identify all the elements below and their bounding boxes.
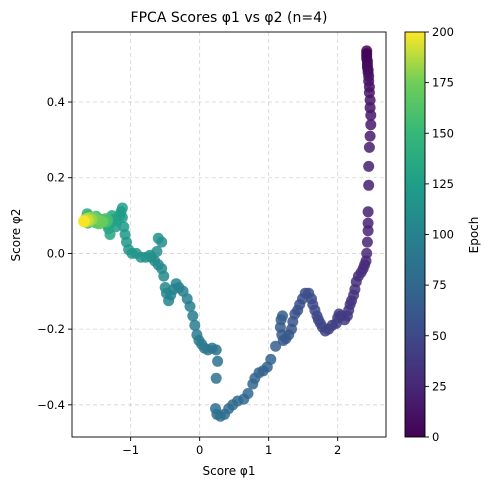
y-tick-label: 0.2	[47, 171, 65, 185]
x-tick-label: 1	[265, 443, 272, 457]
scatter-point	[362, 225, 374, 237]
y-tick-label: −0.4	[37, 398, 65, 412]
colorbar-tick-label: 75	[432, 278, 447, 292]
scatter-point	[270, 340, 282, 352]
colorbar-tick-label: 25	[432, 379, 447, 393]
scatter-point	[210, 403, 221, 415]
x-axis-label: Score φ1	[203, 464, 256, 478]
chart-title: FPCA Scores φ1 vs φ2 (n=4)	[131, 10, 328, 26]
scatter-point	[364, 94, 376, 106]
scatter-point	[159, 282, 171, 293]
x-tick-label: −1	[122, 443, 139, 457]
colorbar-tick-label: 200	[432, 25, 454, 39]
colorbar-tick-label: 125	[432, 177, 454, 191]
scatter-point	[104, 229, 116, 240]
scatter-point	[247, 378, 259, 390]
scatter-point	[152, 232, 164, 244]
y-tick-label: 0.4	[47, 95, 65, 109]
x-axis: −1 0 1 2	[122, 437, 341, 457]
colorbar-tick-label: 150	[432, 126, 454, 140]
scatter-point	[364, 130, 376, 142]
scatter-point	[365, 109, 377, 121]
scatter-point	[363, 160, 375, 172]
scatter-point	[362, 217, 374, 229]
scatter-point	[363, 141, 375, 153]
colorbar-tick-label: 100	[432, 228, 454, 242]
scatter-point	[277, 310, 288, 322]
scatter-point	[187, 310, 199, 322]
y-tick-label: −0.2	[37, 322, 65, 336]
colorbar	[405, 32, 425, 437]
scatter-points	[78, 45, 377, 422]
scatter-point	[365, 119, 377, 131]
grid-lines	[72, 32, 386, 437]
scatter-point	[78, 215, 90, 227]
scatter-point	[210, 372, 222, 384]
colorbar-tick-label: 175	[432, 76, 454, 90]
scatter-point	[361, 236, 373, 248]
colorbar-tick-label: 50	[432, 329, 447, 343]
y-axis: −0.4 −0.2 0.0 0.2 0.4	[37, 95, 72, 412]
plot-area-frame	[71, 31, 387, 438]
colorbar-ticks: 0 25 50 75 100 125 150 175 200	[425, 25, 454, 444]
scatter-point	[189, 319, 201, 331]
y-axis-label: Score φ2	[9, 209, 23, 262]
y-tick-label: 0.0	[47, 246, 65, 260]
scatter-point	[362, 206, 374, 218]
colorbar-tick-label: 0	[432, 430, 439, 444]
x-tick-label: 0	[196, 443, 203, 457]
scatter-point	[191, 329, 203, 341]
x-tick-label: 2	[334, 443, 341, 457]
scatter-point	[363, 179, 375, 191]
scatter-point	[212, 355, 224, 367]
colorbar-label: Epoch	[467, 217, 481, 254]
